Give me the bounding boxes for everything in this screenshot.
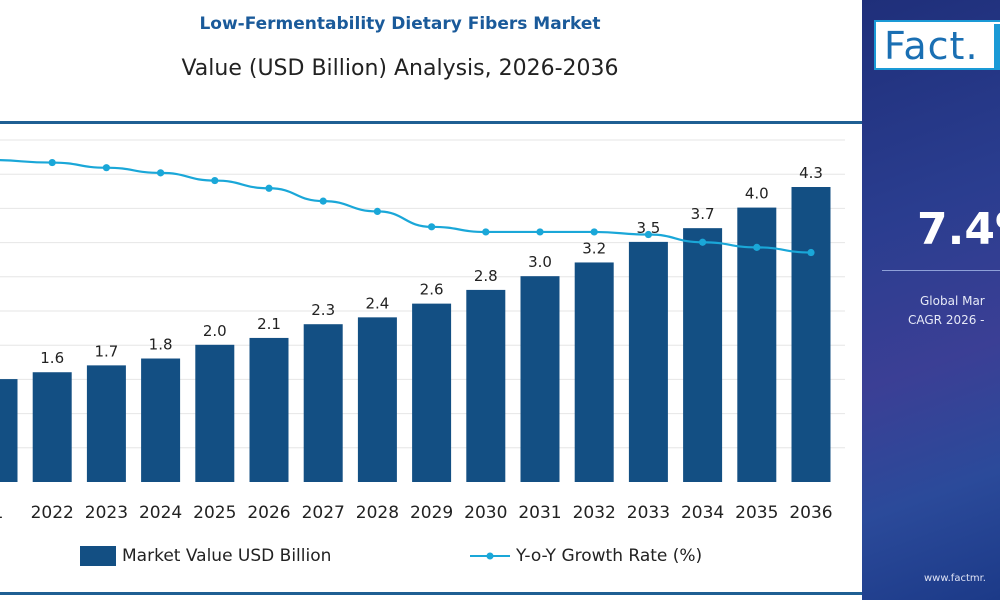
bar-value-label: 2.6 <box>420 281 444 299</box>
bar <box>737 207 777 482</box>
bar <box>32 372 72 482</box>
website-url: www.factmr. <box>924 573 986 584</box>
growth-rate-point <box>644 230 653 239</box>
x-tick-label: 2028 <box>356 503 399 523</box>
bar <box>86 365 126 482</box>
cagr-label-line1: Global Mar <box>920 294 985 308</box>
bar-value-label: 3.0 <box>528 253 552 271</box>
bar <box>520 276 560 482</box>
bar-value-label: 2.3 <box>311 301 335 319</box>
bar <box>141 358 181 482</box>
chart-panel: Low-Fermentability Dietary Fibers Market… <box>0 14 862 595</box>
bar <box>628 241 668 482</box>
growth-rate-point <box>536 228 544 236</box>
bar-value-label: 4.3 <box>799 164 823 182</box>
growth-rate-point <box>211 176 219 185</box>
bar-value-label: 1.8 <box>149 336 173 354</box>
x-tick-label: 2025 <box>193 503 236 523</box>
x-tick-label: 2035 <box>735 503 778 523</box>
x-tick-label: 2034 <box>681 503 724 523</box>
bar-value-label: 2.8 <box>474 267 498 285</box>
growth-rate-line <box>0 159 812 254</box>
bar-value-label: 1.7 <box>94 342 118 360</box>
growth-rate-point <box>319 197 327 205</box>
bar-value-label: 2.4 <box>365 294 389 312</box>
chart-legend: Market Value USD Billion Y-o-Y Growth Ra… <box>0 544 862 572</box>
bar <box>195 344 235 482</box>
bar <box>303 324 343 482</box>
legend-item-bars: Market Value USD Billion <box>80 546 331 566</box>
bar-value-label: 4.0 <box>745 185 769 203</box>
bar <box>249 337 289 482</box>
brand-logo: Fact. <box>874 20 1000 70</box>
bar <box>357 317 397 482</box>
growth-rate-point <box>102 164 110 172</box>
sidebar-panel: Fact. 7.4% Global Mar CAGR 2026 - www.fa… <box>862 0 1000 600</box>
bar-value-label: 2.0 <box>203 322 227 340</box>
growth-rate-point <box>753 243 761 251</box>
x-tick-label: 1 <box>0 503 3 523</box>
x-tick-label: 2033 <box>627 503 670 523</box>
growth-rate-point <box>428 223 436 231</box>
growth-rate-point <box>157 169 165 177</box>
legend-item-line: Y-o-Y Growth Rate (%) <box>470 546 702 566</box>
growth-rate-point <box>482 228 490 236</box>
bar <box>412 303 452 482</box>
cagr-label-line2: CAGR 2026 - <box>908 313 985 327</box>
bar <box>791 187 831 482</box>
sidebar-divider <box>882 270 1000 271</box>
x-tick-label: 2032 <box>573 503 616 523</box>
x-tick-label: 2029 <box>410 503 453 523</box>
growth-rate-point <box>699 238 707 246</box>
x-tick-label: 2024 <box>139 503 182 523</box>
bar-value-label: 3.2 <box>582 239 606 257</box>
chart-subtitle: Value (USD Billion) Analysis, 2026-2036 <box>181 56 619 81</box>
logo-text: Fact. <box>884 24 979 68</box>
legend-line-label: Y-o-Y Growth Rate (%) <box>516 546 703 566</box>
x-tick-label: 2031 <box>518 503 561 523</box>
cagr-value: 7.4% <box>917 204 1000 255</box>
x-tick-label: 2026 <box>247 503 290 523</box>
growth-rate-point <box>807 248 815 257</box>
bar-value-label: 2.1 <box>257 315 281 333</box>
logo-accent <box>994 24 1000 68</box>
bar-value-label: 1.6 <box>40 349 64 367</box>
bar <box>683 228 723 482</box>
x-tick-label: 2027 <box>302 503 345 523</box>
bar-value-label: 3.7 <box>691 205 715 223</box>
chart-title: Low-Fermentability Dietary Fibers Market <box>199 14 601 34</box>
bar <box>574 262 614 482</box>
growth-rate-point <box>590 228 598 236</box>
legend-line-swatch <box>470 552 510 560</box>
x-tick-label: 2023 <box>85 503 128 523</box>
bar-value-label: 3.5 <box>636 219 660 237</box>
x-tick-label: 2030 <box>464 503 507 523</box>
bar <box>466 289 506 482</box>
legend-bar-swatch <box>80 546 116 566</box>
divider-top <box>0 121 862 124</box>
bar <box>0 379 18 482</box>
x-tick-label: 2036 <box>789 503 832 523</box>
x-tick-label: 2022 <box>31 503 74 523</box>
divider-bottom <box>0 592 862 595</box>
growth-rate-point <box>48 158 56 167</box>
growth-rate-point <box>265 184 273 192</box>
chart-plot: 1 1.6 2022 1.7 2023 1.8 2024 2.0 2025 2.1 2026 2.3 2… <box>0 139 845 523</box>
legend-bar-label: Market Value USD Billion <box>122 546 332 566</box>
growth-rate-point <box>373 207 381 215</box>
